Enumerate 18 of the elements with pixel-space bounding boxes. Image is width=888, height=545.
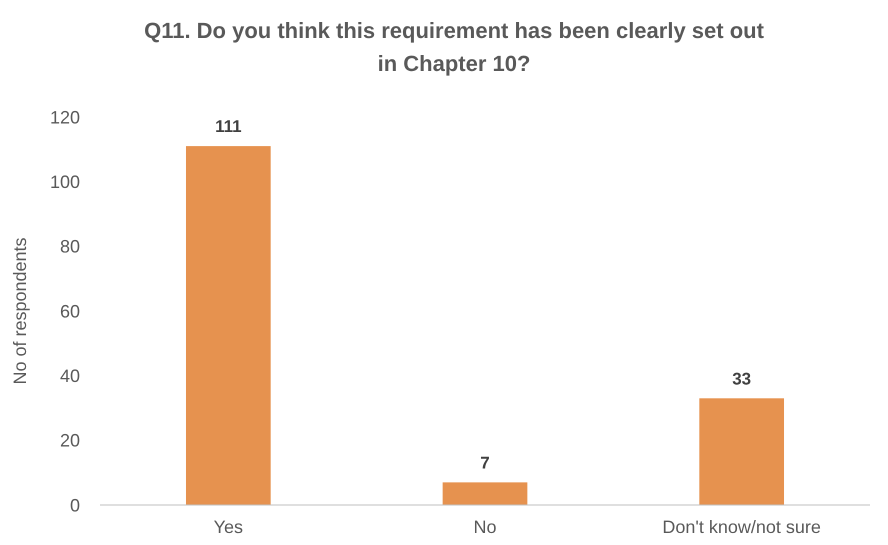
x-tick-label: Yes [214,517,244,537]
x-tick-label: Don't know/not sure [662,517,821,537]
bar [699,398,784,505]
y-tick-label: 120 [50,107,80,128]
bar [442,482,528,505]
y-tick-label: 40 [60,366,80,386]
y-tick-label: 0 [70,495,80,516]
y-tick-label: 80 [60,236,80,257]
y-tick-label: 100 [50,172,80,192]
chart-title: Q11. Do you think this requirement has been clearly set out in Chapter 10? [144,18,765,76]
y-axis-title: No of respondents [10,237,30,385]
bar [186,146,271,505]
data-label: 7 [480,453,490,472]
y-tick-label: 20 [60,430,80,451]
x-tick-label: No [473,517,497,537]
y-tick-label: 60 [60,301,80,322]
data-label: 33 [732,369,752,388]
data-label: 111 [215,117,242,136]
